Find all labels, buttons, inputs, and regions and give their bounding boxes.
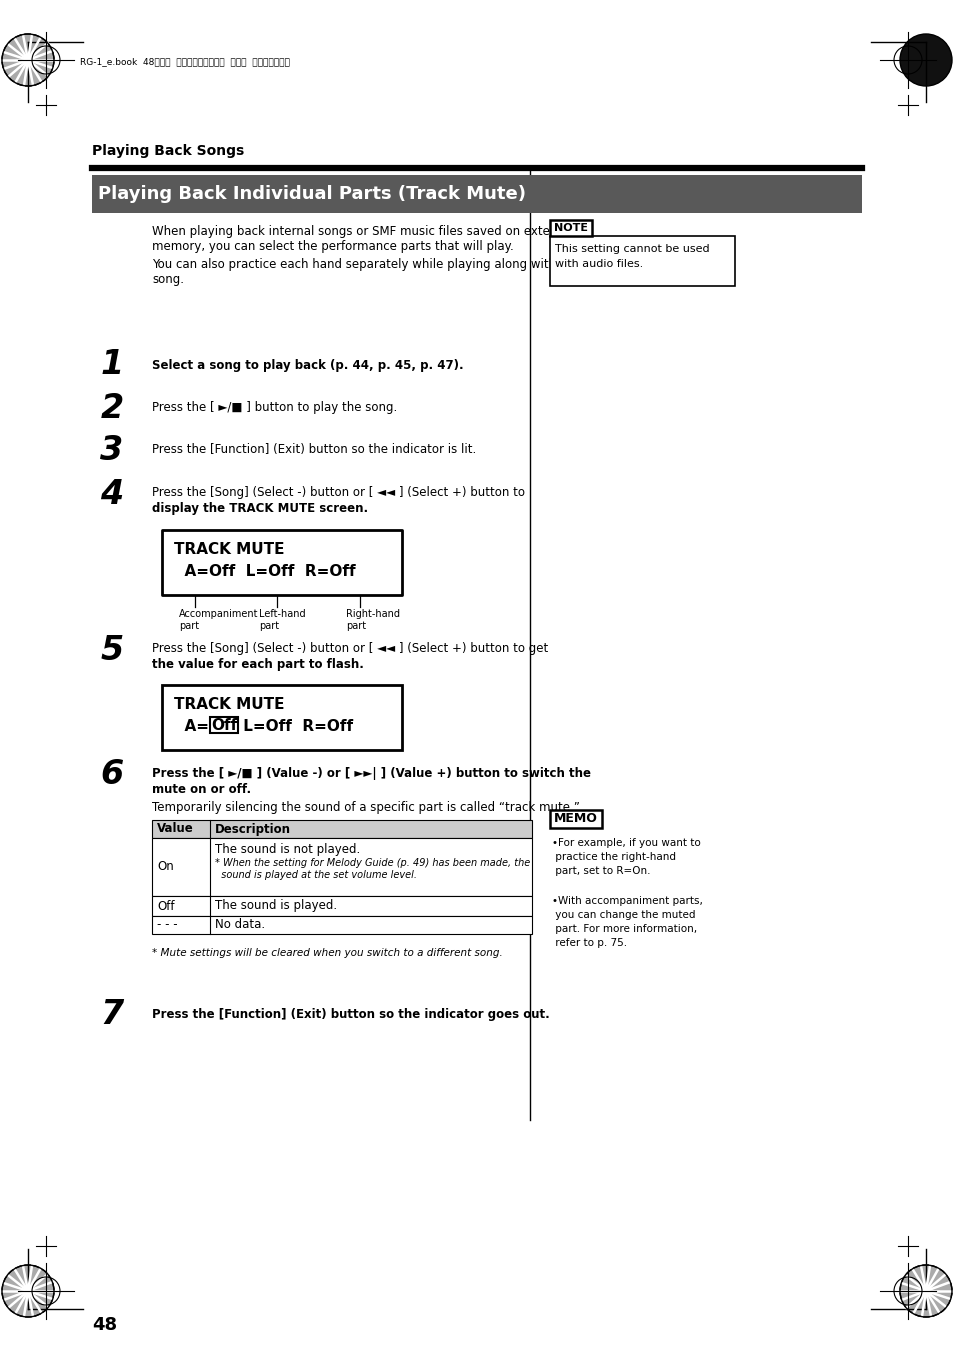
Text: Accompaniment
part: Accompaniment part	[179, 609, 258, 631]
Text: A=Off  L=Off  R=Off: A=Off L=Off R=Off	[173, 563, 355, 580]
Text: RG-1_e.book  48ページ  ２００８年４月８日  火曜日  午後２時３６分: RG-1_e.book 48ページ ２００８年４月８日 火曜日 午後２時３６分	[80, 58, 290, 66]
Text: •With accompaniment parts,
 you can change the muted
 part. For more information: •With accompaniment parts, you can chang…	[552, 896, 702, 948]
Text: TRACK MUTE: TRACK MUTE	[173, 697, 284, 712]
Text: Right-hand
part: Right-hand part	[346, 609, 399, 631]
Text: Left-hand
part: Left-hand part	[258, 609, 305, 631]
Bar	[162, 685, 401, 750]
Text: sound is played at the set volume level.: sound is played at the set volume level.	[214, 870, 416, 880]
Text: 6: 6	[100, 758, 124, 792]
Bar	[210, 717, 237, 734]
Text: Off: Off	[157, 900, 174, 912]
Text: •For example, if you want to
 practice the right-hand
 part, set to R=On.: •For example, if you want to practice th…	[552, 838, 700, 875]
Text: NOTE: NOTE	[554, 223, 587, 232]
Text: No data.: No data.	[214, 919, 265, 931]
Text: Press the [Function] (Exit) button so the indicator is lit.: Press the [Function] (Exit) button so th…	[152, 443, 476, 457]
Text: Select a song to play back (p. 44, p. 45, p. 47).: Select a song to play back (p. 44, p. 45…	[152, 358, 463, 372]
Text: 7: 7	[100, 997, 124, 1031]
Bar	[91, 176, 862, 213]
Text: memory, you can select the performance parts that will play.: memory, you can select the performance p…	[152, 240, 514, 253]
Text: The sound is played.: The sound is played.	[214, 900, 336, 912]
Text: You can also practice each hand separately while playing along with the: You can also practice each hand separate…	[152, 258, 578, 272]
Bar	[162, 530, 401, 594]
Circle shape	[899, 34, 951, 86]
Text: Off: Off	[211, 717, 237, 732]
Text: 5: 5	[100, 634, 124, 666]
Bar	[550, 220, 592, 236]
Text: Playing Back Individual Parts (Track Mute): Playing Back Individual Parts (Track Mut…	[98, 185, 525, 203]
Text: display the TRACK MUTE screen.: display the TRACK MUTE screen.	[152, 503, 368, 515]
Circle shape	[899, 1265, 951, 1317]
Bar	[550, 236, 734, 286]
Bar	[152, 896, 532, 916]
Text: - - -: - - -	[157, 919, 177, 931]
Text: Playing Back Songs: Playing Back Songs	[91, 145, 244, 158]
Text: L=Off  R=Off: L=Off R=Off	[237, 719, 353, 734]
Text: MEMO: MEMO	[554, 812, 598, 825]
Text: When playing back internal songs or SMF music files saved on external: When playing back internal songs or SMF …	[152, 226, 572, 238]
Text: This setting cannot be used
with audio files.: This setting cannot be used with audio f…	[555, 245, 709, 269]
Text: 3: 3	[100, 434, 124, 466]
Text: Press the [Song] (Select -) button or [ ◄◄ ] (Select +) button to: Press the [Song] (Select -) button or [ …	[152, 486, 524, 499]
Text: * Mute settings will be cleared when you switch to a different song.: * Mute settings will be cleared when you…	[152, 948, 502, 958]
Text: mute on or off.: mute on or off.	[152, 784, 251, 796]
Text: 4: 4	[100, 477, 124, 511]
Text: 48: 48	[91, 1316, 117, 1333]
Text: 2: 2	[100, 392, 124, 424]
Text: Temporarily silencing the sound of a specific part is called “track mute.”: Temporarily silencing the sound of a spe…	[152, 801, 579, 815]
Circle shape	[2, 1265, 54, 1317]
Text: Description: Description	[214, 823, 291, 835]
Text: Value: Value	[157, 823, 193, 835]
Text: Press the [Function] (Exit) button so the indicator goes out.: Press the [Function] (Exit) button so th…	[152, 1008, 549, 1021]
Text: the value for each part to flash.: the value for each part to flash.	[152, 658, 363, 671]
Text: TRACK MUTE: TRACK MUTE	[173, 542, 284, 557]
Bar	[152, 820, 532, 838]
Bar	[152, 916, 532, 934]
Text: Press the [ ►/■ ] button to play the song.: Press the [ ►/■ ] button to play the son…	[152, 401, 396, 415]
Bar	[550, 811, 601, 828]
Text: The sound is not played.: The sound is not played.	[214, 843, 360, 857]
Text: A=: A=	[173, 719, 209, 734]
Text: * When the setting for Melody Guide (p. 49) has been made, the: * When the setting for Melody Guide (p. …	[214, 858, 530, 867]
Bar	[152, 838, 532, 896]
Text: song.: song.	[152, 273, 184, 286]
Text: Press the [Song] (Select -) button or [ ◄◄ ] (Select +) button to get: Press the [Song] (Select -) button or [ …	[152, 642, 548, 655]
Circle shape	[2, 34, 54, 86]
Text: Press the [ ►/■ ] (Value -) or [ ►►| ] (Value +) button to switch the: Press the [ ►/■ ] (Value -) or [ ►►| ] (…	[152, 767, 590, 780]
Text: 1: 1	[100, 349, 124, 381]
Text: On: On	[157, 861, 173, 874]
